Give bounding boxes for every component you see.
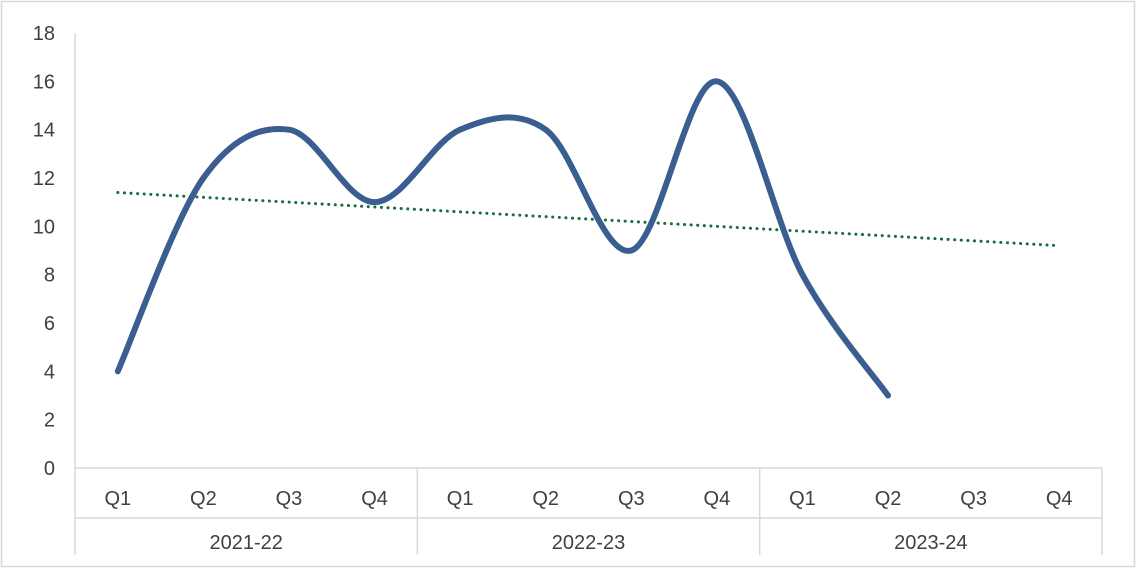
x-tick-label: Q3 [618, 488, 645, 510]
x-tick-label: Q2 [875, 488, 902, 510]
y-tick-label: 4 [44, 361, 55, 383]
x-group-label: 2022-23 [552, 532, 625, 554]
x-tick-label: Q3 [960, 488, 987, 510]
y-tick-label: 10 [33, 216, 55, 238]
x-tick-label: Q3 [276, 488, 303, 510]
x-group-label: 2023-24 [894, 532, 967, 554]
y-tick-label: 2 [44, 410, 55, 432]
x-group-label: 2021-22 [209, 532, 282, 554]
y-tick-label: 16 [33, 71, 55, 93]
x-tick-label: Q4 [361, 488, 388, 510]
y-tick-label: 8 [44, 265, 55, 287]
y-tick-label: 18 [33, 23, 55, 45]
x-tick-label: Q1 [104, 488, 131, 510]
y-tick-label: 0 [44, 458, 55, 480]
x-tick-label: Q1 [447, 488, 474, 510]
y-tick-label: 12 [33, 168, 55, 190]
x-tick-label: Q4 [1046, 488, 1073, 510]
x-tick-label: Q4 [704, 488, 731, 510]
x-tick-label: Q2 [190, 488, 217, 510]
x-tick-label: Q1 [789, 488, 816, 510]
x-tick-label: Q2 [532, 488, 559, 510]
y-tick-label: 14 [33, 120, 55, 142]
y-tick-label: 6 [44, 313, 55, 335]
